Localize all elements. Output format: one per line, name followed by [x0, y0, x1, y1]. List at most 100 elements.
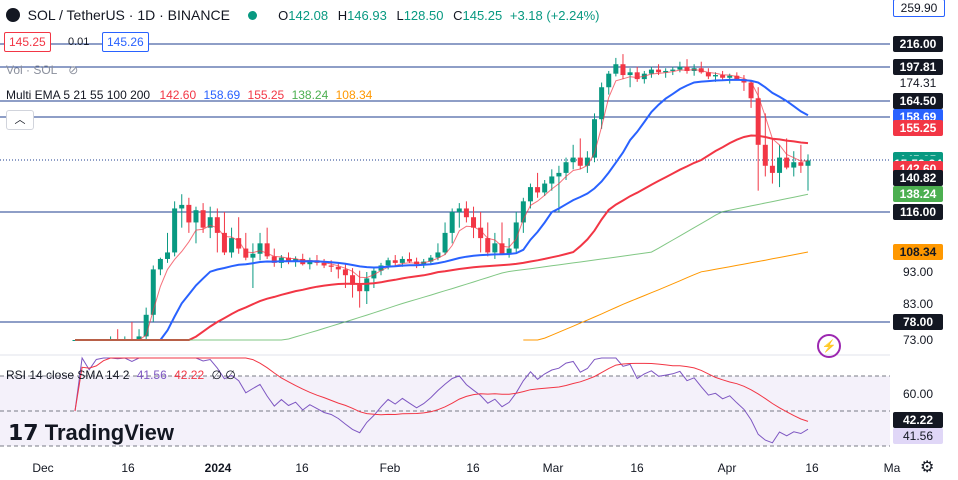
candle-body [648, 69, 654, 74]
candle-body [214, 217, 220, 233]
high-label: H [337, 8, 348, 23]
candle-body [229, 238, 235, 253]
candle-body [207, 217, 213, 228]
candle-body [150, 269, 156, 315]
candle-body [791, 162, 797, 168]
candle-body [705, 72, 711, 77]
candle-body [357, 284, 363, 292]
candle-body [556, 172, 562, 177]
candle-body [406, 258, 412, 262]
candle-body [392, 260, 398, 263]
x-axis-label: 16 [466, 461, 480, 475]
spread-value: 0.01 [68, 36, 90, 48]
candle-body [328, 265, 334, 267]
ema5-line [75, 69, 809, 341]
candle-body [399, 258, 405, 263]
ema100-line [75, 193, 809, 341]
candle-body [656, 69, 662, 73]
candle-body [577, 157, 583, 166]
rsi-sma-value: 42.22 [174, 368, 205, 382]
candle-body [456, 208, 462, 212]
candle-body [485, 238, 491, 253]
candle-body [755, 98, 761, 145]
candle-body [712, 75, 718, 77]
price-tag: 73.00 [893, 332, 943, 348]
candle-body [535, 187, 541, 193]
close-label: C [453, 8, 463, 23]
candle-body [478, 227, 484, 239]
candle-body [584, 157, 590, 166]
candle-body [670, 69, 676, 71]
settings-gear-icon[interactable]: ⚙ [920, 459, 935, 476]
candle-body [186, 204, 192, 223]
candle-body [250, 253, 256, 258]
ema55-line [75, 134, 809, 341]
price-tag: 140.82 [893, 169, 943, 186]
price-tag: 108.34 [893, 244, 943, 260]
candle-body [784, 157, 790, 168]
price-tag: 93.00 [893, 264, 943, 280]
x-axis-label: Apr [717, 461, 737, 475]
candle-body [620, 64, 626, 76]
candle-body [727, 75, 733, 78]
x-axis-label: 16 [121, 461, 135, 475]
rsi-sma-line [74, 357, 809, 422]
x-axis-label: Ma [883, 461, 901, 475]
volume-legend[interactable]: Vol · SOL ⊘ [6, 63, 78, 77]
rsi-tag: 41.56 [893, 427, 943, 444]
x-axis-label: Dec [32, 461, 54, 475]
price-tag: 78.00 [893, 314, 943, 330]
buy-button[interactable]: 145.26 [102, 32, 149, 52]
tradingview-mark-icon: 𝟭𝟳 [8, 420, 39, 445]
candle-body [506, 248, 512, 254]
rsi-legend[interactable]: RSI 14 close SMA 14 2 41.56 42.22 ∅ ∅ [6, 368, 236, 382]
candle-body [172, 208, 178, 253]
ema21-line [75, 78, 809, 341]
candle-body [549, 176, 555, 184]
price-tag: 216.00 [893, 36, 943, 52]
volume-label: Vol · SOL [6, 63, 57, 77]
x-axis-label: 2024 [204, 461, 232, 475]
symbol-title: SOL / TetherUS · 1D · BINANCE [27, 7, 230, 23]
candle-body [748, 82, 754, 99]
ema5-value: 142.60 [159, 88, 197, 102]
rsi-value: 41.56 [136, 368, 167, 382]
candle-body [200, 210, 206, 228]
candle-body [385, 260, 391, 266]
candle-body [634, 72, 640, 80]
collapse-legend-button[interactable]: ︿ [6, 110, 34, 130]
market-status-icon [247, 11, 257, 20]
x-axis-label: 16 [295, 461, 309, 475]
price-tag: 155.25 [893, 120, 943, 136]
eye-off-icon[interactable]: ⊘ [68, 63, 79, 77]
tradingview-logo: 𝟭𝟳 TradingView [8, 420, 174, 446]
ema55-value: 155.25 [247, 88, 285, 102]
low-label: L [396, 8, 404, 23]
price-tag: 174.31 [893, 75, 943, 91]
high-value: 146.93 [347, 8, 387, 23]
rsi-tag: 42.22 [893, 411, 943, 428]
chevron-up-icon: ︿ [14, 114, 26, 126]
candle-body [513, 222, 519, 249]
candle-body [271, 256, 277, 263]
candle-body [157, 258, 163, 270]
candle-body [762, 144, 768, 166]
candle-body [720, 75, 726, 78]
alert-icon[interactable]: ⚡ [817, 334, 841, 358]
candle-body [599, 87, 605, 120]
ema-legend[interactable]: Multi EMA 5 21 55 100 200 142.60 158.69 … [6, 88, 372, 102]
candle-body [734, 75, 740, 80]
x-axis-label: Feb [379, 461, 401, 475]
x-axis-label: Mar [542, 461, 564, 475]
change-value: +3.18 (+2.24%) [509, 8, 600, 23]
candle-body [264, 243, 270, 257]
candle-body [442, 232, 448, 253]
symbol-header[interactable]: SOL / TetherUS · 1D · BINANCE O142.08 H1… [6, 7, 600, 23]
candle-body [542, 183, 548, 193]
candle-body [278, 257, 284, 263]
sell-button[interactable]: 145.25 [4, 32, 51, 52]
price-tag: 138.24 [893, 186, 943, 203]
candle-body [677, 66, 683, 70]
candle-body [527, 187, 533, 202]
